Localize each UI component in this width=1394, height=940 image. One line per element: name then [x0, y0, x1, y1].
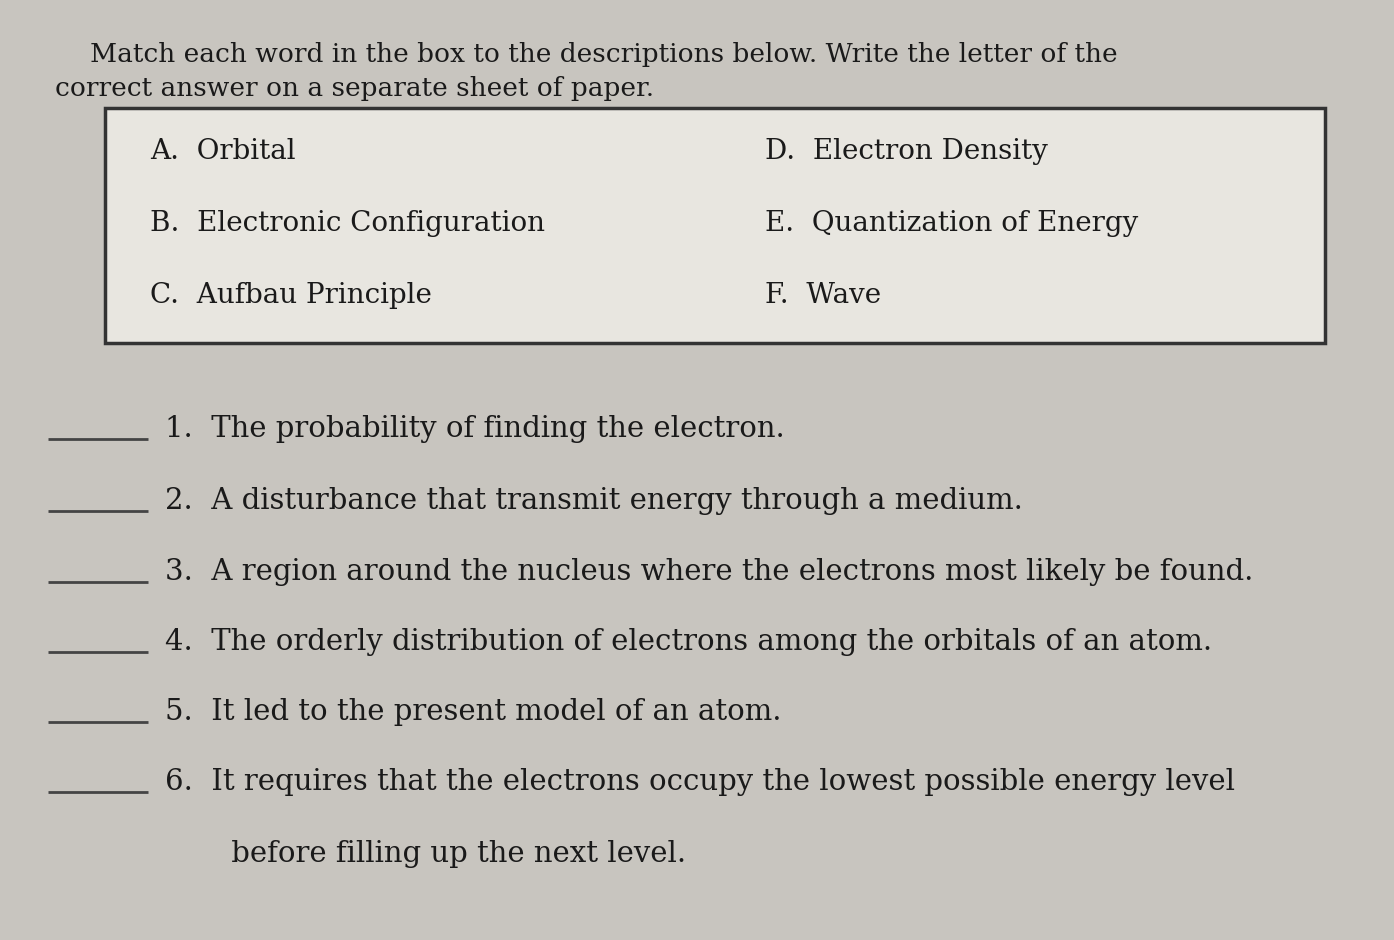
- Text: Match each word in the box to the descriptions below. Write the letter of the: Match each word in the box to the descri…: [91, 42, 1118, 67]
- Text: F.  Wave: F. Wave: [765, 282, 881, 309]
- Text: 5.  It led to the present model of an atom.: 5. It led to the present model of an ato…: [164, 698, 782, 726]
- Text: C.  Aufbau Principle: C. Aufbau Principle: [151, 282, 432, 309]
- Text: D.  Electron Density: D. Electron Density: [765, 138, 1048, 165]
- Text: 6.  It requires that the electrons occupy the lowest possible energy level: 6. It requires that the electrons occupy…: [164, 768, 1235, 796]
- Text: 1.  The probability of finding the electron.: 1. The probability of finding the electr…: [164, 415, 785, 443]
- Text: E.  Quantization of Energy: E. Quantization of Energy: [765, 210, 1139, 237]
- Text: 4.  The orderly distribution of electrons among the orbitals of an atom.: 4. The orderly distribution of electrons…: [164, 628, 1213, 656]
- Text: 2.  A disturbance that transmit energy through a medium.: 2. A disturbance that transmit energy th…: [164, 487, 1023, 515]
- Text: 3.  A region around the nucleus where the electrons most likely be found.: 3. A region around the nucleus where the…: [164, 558, 1253, 586]
- Text: A.  Orbital: A. Orbital: [151, 138, 296, 165]
- FancyBboxPatch shape: [105, 108, 1326, 343]
- Text: correct answer on a separate sheet of paper.: correct answer on a separate sheet of pa…: [54, 76, 654, 101]
- Text: before filling up the next level.: before filling up the next level.: [185, 840, 686, 868]
- Text: B.  Electronic Configuration: B. Electronic Configuration: [151, 210, 545, 237]
